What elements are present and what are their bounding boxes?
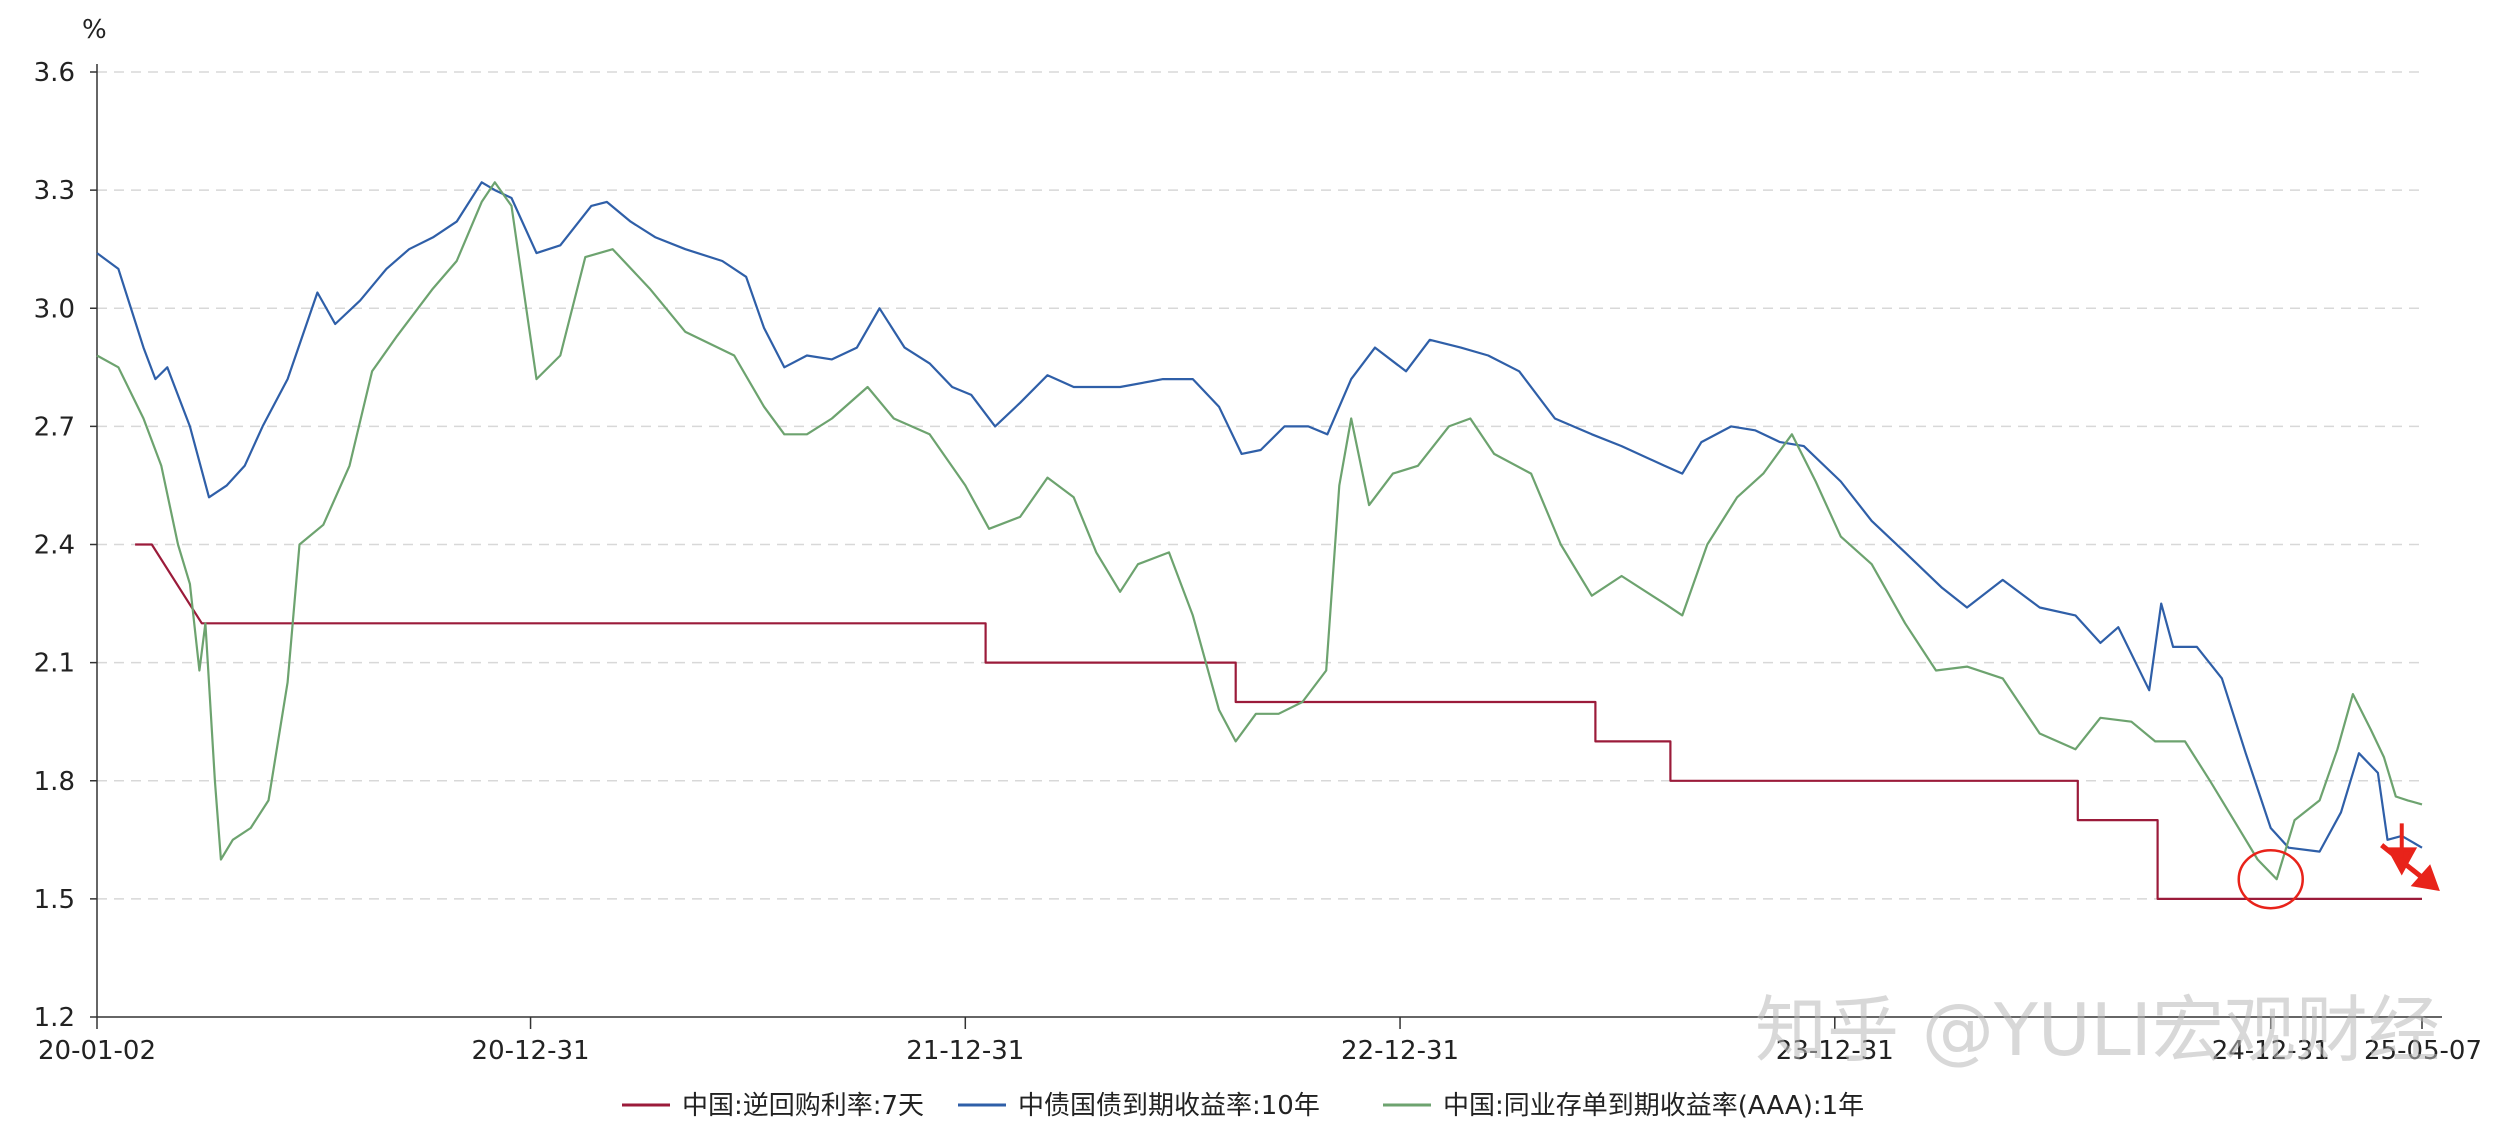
legend-item-2: 中国:同业存单到期收益率(AAA):1年: [1383, 1091, 1864, 1121]
y-tick-label: 2.7: [34, 412, 75, 442]
legend-item-0: 中国:逆回购利率:7天: [622, 1091, 924, 1121]
y-tick-label: 1.2: [34, 1003, 75, 1033]
y-unit-label: %: [82, 15, 107, 45]
series-line-2: [96, 181, 2423, 881]
annotation-arrow-head: [2410, 864, 2440, 892]
legend-label: 中国:同业存单到期收益率(AAA):1年: [1443, 1091, 1864, 1121]
annotation-arrow-line: [2380, 843, 2424, 880]
y-axis: 3.6 3.3 3.0 2.7 2.4 2.1 1.8 1.5 1.2: [34, 58, 98, 1033]
y-tick-label: 3.3: [34, 176, 75, 206]
y-tick-label: 2.1: [34, 649, 75, 679]
legend-label: 中国:逆回购利率:7天: [682, 1091, 924, 1121]
x-tick-label: 22-12-31: [1341, 1036, 1459, 1066]
x-tick-label: 24-12-31: [2212, 1036, 2330, 1066]
legend: 中国:逆回购利率:7天 中债国债到期收益率:10年 中国:同业存单到期收益率(AAA…: [622, 1091, 1864, 1121]
y-tick-label: 2.4: [34, 531, 75, 561]
x-tick-label: 23-12-31: [1776, 1036, 1894, 1066]
x-axis: 20-01-02 20-12-31 21-12-31 22-12-31 23-12-31…: [38, 1016, 2482, 1066]
y-tick-label: 3.6: [34, 58, 75, 88]
legend-label: 中债国债到期收益率:10年: [1018, 1091, 1320, 1121]
series-layer: [96, 181, 2423, 901]
watermark: 知乎 @YULI宏观财经: [1755, 988, 2440, 1072]
annotation-layer: [2237, 823, 2440, 910]
series-line-1: [96, 181, 2423, 853]
gridlines: [97, 71, 2422, 900]
series-line-0: [135, 543, 2422, 901]
legend-item-1: 中债国债到期收益率:10年: [958, 1091, 1320, 1121]
x-tick-label: 25-05-07: [2364, 1036, 2482, 1066]
annotation-circle: [2237, 848, 2304, 910]
y-tick-label: 1.5: [34, 885, 75, 915]
x-tick-label: 20-01-02: [38, 1036, 156, 1066]
x-tick-label: 20-12-31: [472, 1036, 590, 1066]
y-tick-label: 1.8: [34, 767, 75, 797]
x-tick-label: 21-12-31: [906, 1036, 1024, 1066]
y-tick-label: 3.0: [34, 294, 75, 324]
